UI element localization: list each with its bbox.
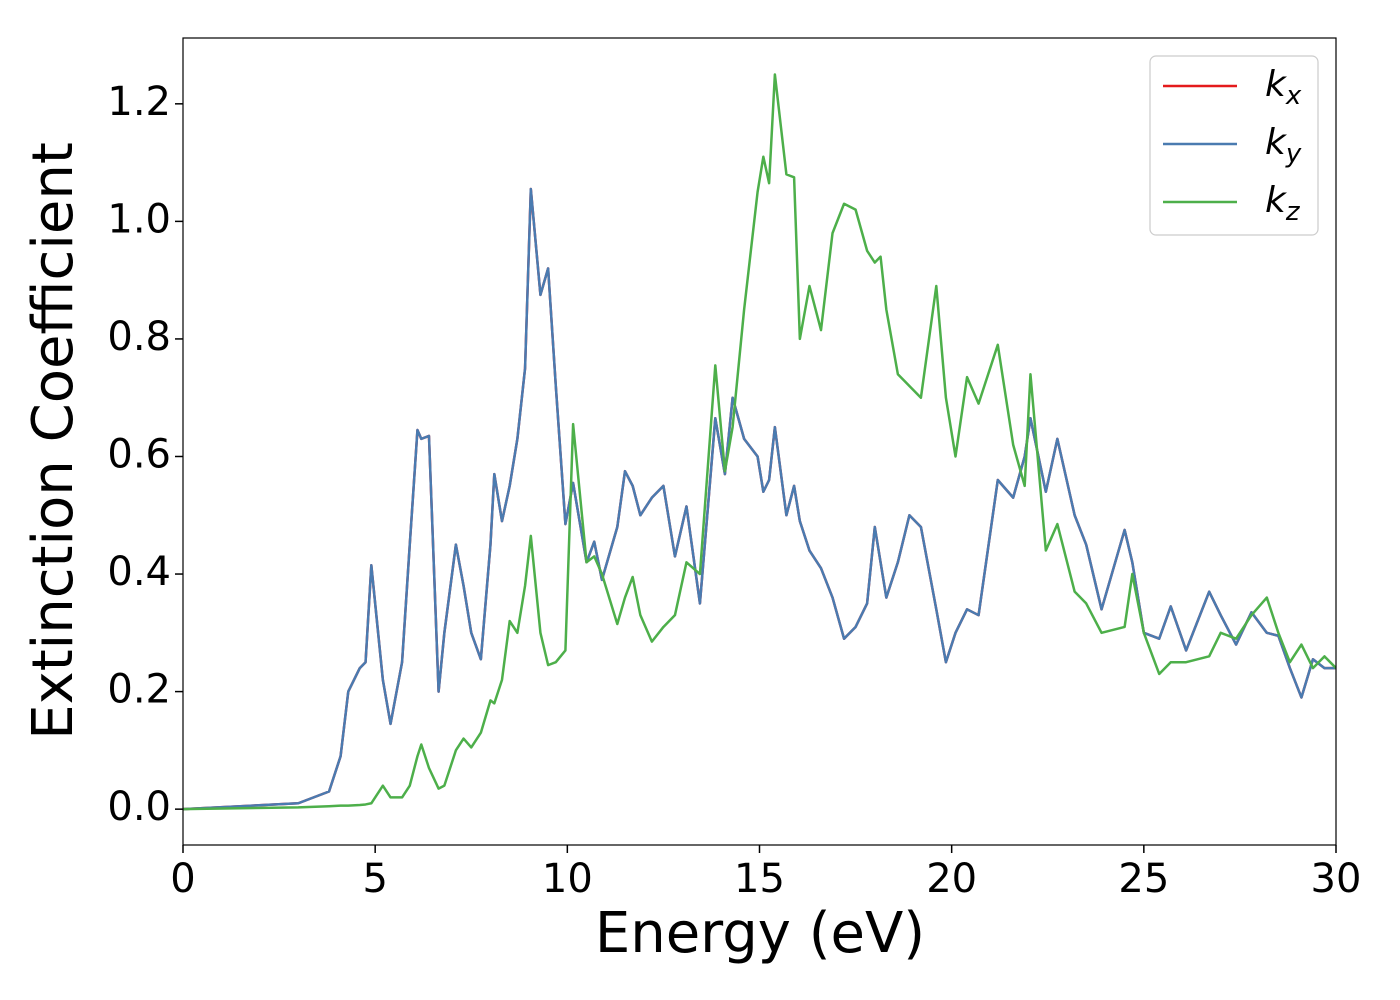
x-tick-label: 25 bbox=[1118, 856, 1169, 902]
x-tick-label: 5 bbox=[362, 856, 387, 902]
y-tick-label: 0.8 bbox=[107, 314, 171, 360]
legend-box bbox=[1149, 55, 1319, 236]
x-axis-title: Energy (eV) bbox=[595, 901, 925, 966]
data-line bbox=[183, 187, 1336, 811]
x-tick-label: 20 bbox=[926, 856, 977, 902]
legend-label: kx bbox=[1265, 64, 1302, 111]
x-tick-label: 10 bbox=[542, 856, 593, 902]
y-tick-label: 0.4 bbox=[107, 549, 171, 595]
x-tick-label: 30 bbox=[1311, 856, 1362, 902]
y-axis-title: Extinction Coefficient bbox=[21, 142, 86, 740]
legend-label: kz bbox=[1265, 180, 1301, 227]
y-tick-label: 1.0 bbox=[107, 196, 171, 242]
data-line bbox=[183, 73, 1336, 811]
legend-label: ky bbox=[1265, 122, 1302, 169]
plot-frame bbox=[182, 37, 1337, 846]
y-tick-label: 0.6 bbox=[107, 431, 171, 477]
data-line bbox=[183, 187, 1336, 811]
x-tick-label: 15 bbox=[734, 856, 785, 902]
y-tick-label: 1.2 bbox=[107, 79, 171, 125]
y-tick-label: 0.2 bbox=[107, 667, 171, 713]
x-tick-label: 0 bbox=[170, 856, 195, 902]
y-tick-label: 0.0 bbox=[107, 784, 171, 830]
